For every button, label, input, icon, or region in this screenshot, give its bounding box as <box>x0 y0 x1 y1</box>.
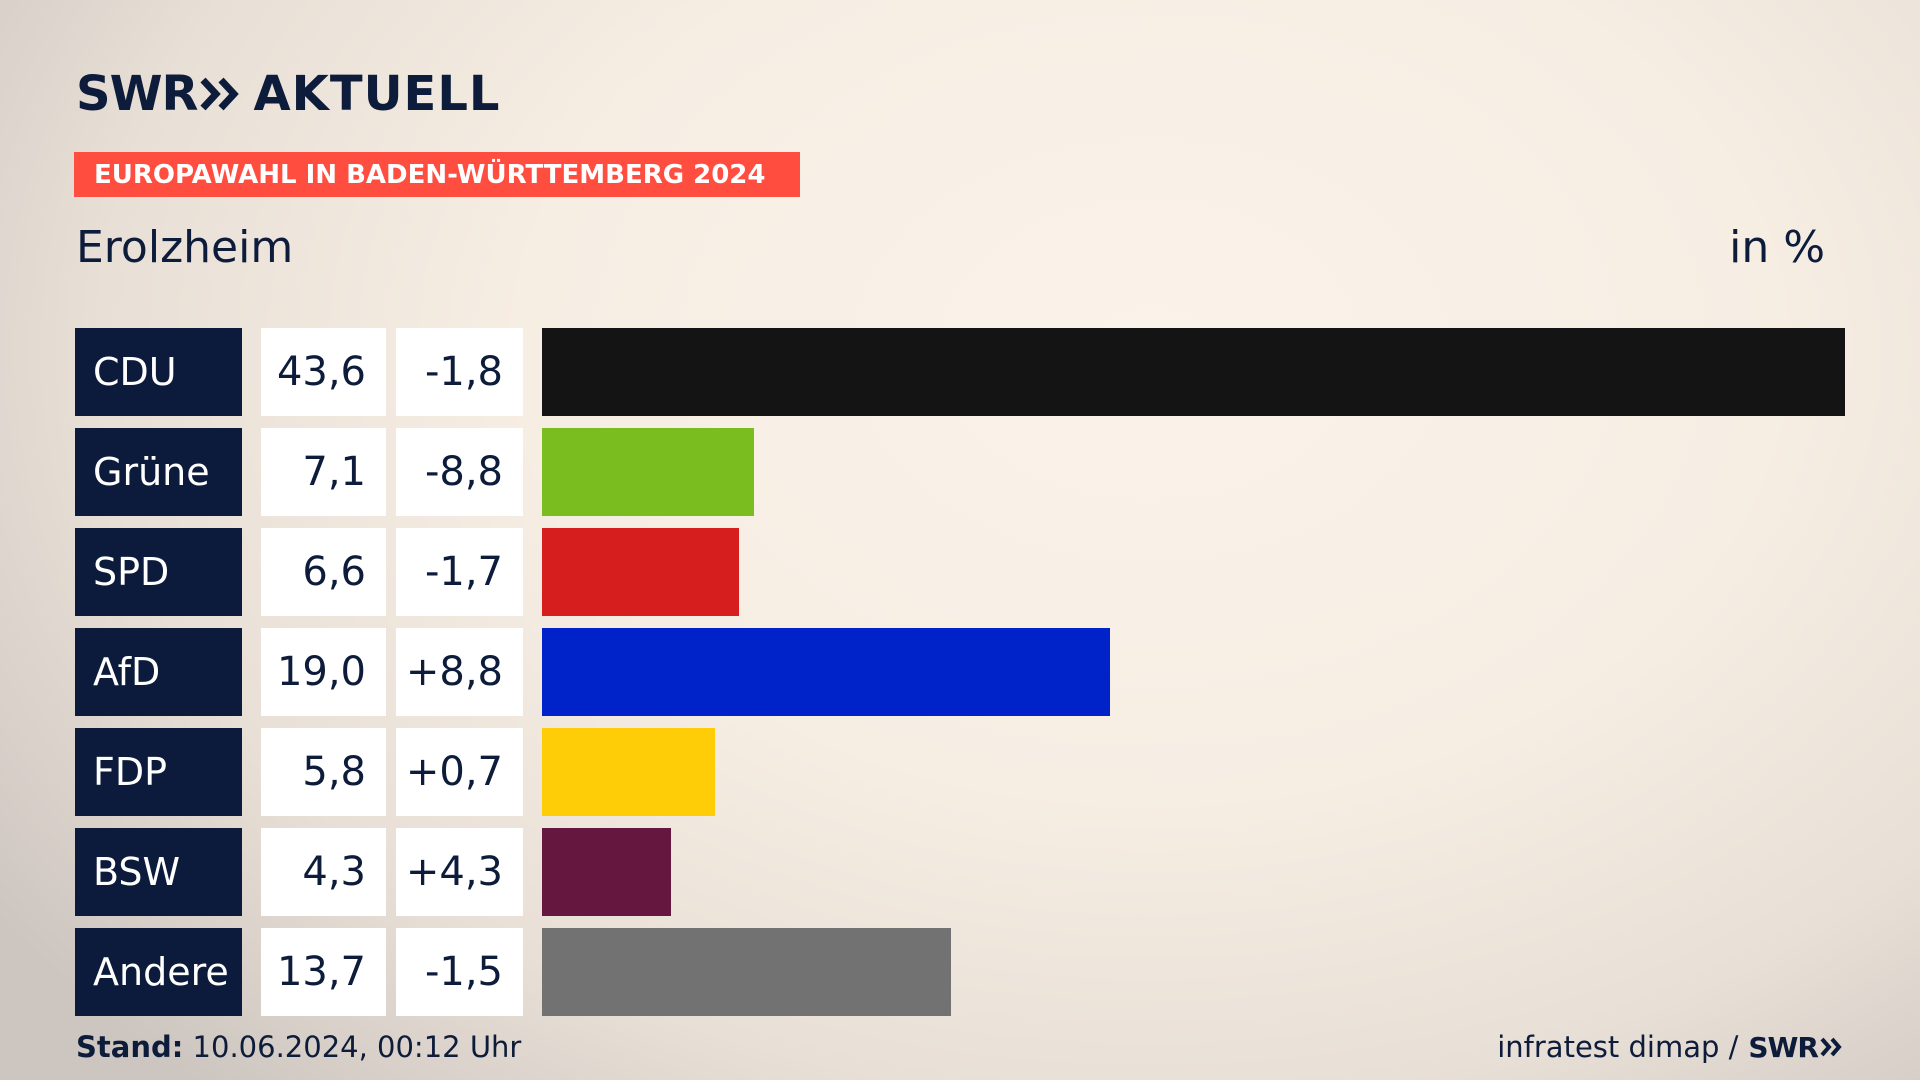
swr-aktuell-logo: SWR AKTUELL <box>76 66 501 122</box>
change-label: -8,8 <box>396 428 523 516</box>
party-label: Andere <box>75 928 242 1016</box>
election-banner: EUROPAWAHL IN BADEN-WÜRTTEMBERG 2024 <box>74 152 800 197</box>
timestamp: Stand: 10.06.2024, 00:12 Uhr <box>76 1030 521 1064</box>
change-label: +0,7 <box>396 728 523 816</box>
change-label: -1,7 <box>396 528 523 616</box>
double-chevron-small-icon <box>1820 1037 1842 1057</box>
vote-share-label: 6,6 <box>261 528 386 616</box>
vote-share-label: 13,7 <box>261 928 386 1016</box>
vote-share-bar <box>542 928 951 1016</box>
unit-label: in % <box>1729 222 1825 273</box>
vote-share-bar <box>542 428 754 516</box>
party-label: AfD <box>75 628 242 716</box>
change-label: -1,8 <box>396 328 523 416</box>
vote-share-label: 5,8 <box>261 728 386 816</box>
vote-share-bar <box>542 328 1845 416</box>
change-label: -1,5 <box>396 928 523 1016</box>
vote-share-bar <box>542 528 739 616</box>
party-label: CDU <box>75 328 242 416</box>
stand-label: Stand: <box>76 1030 184 1064</box>
source-credit: infratest dimap / SWR <box>1497 1030 1844 1064</box>
party-label: SPD <box>75 528 242 616</box>
swr-logo-text: SWR <box>76 66 198 122</box>
party-label: Grüne <box>75 428 242 516</box>
vote-share-bar <box>542 628 1110 716</box>
party-label: FDP <box>75 728 242 816</box>
change-label: +4,3 <box>396 828 523 916</box>
vote-share-bar <box>542 828 671 916</box>
double-chevron-icon <box>200 77 240 111</box>
vote-share-label: 43,6 <box>261 328 386 416</box>
swr-small-logo-text: SWR <box>1748 1030 1819 1064</box>
vote-share-label: 7,1 <box>261 428 386 516</box>
aktuell-logo-text: AKTUELL <box>253 66 501 122</box>
stand-value: 10.06.2024, 00:12 Uhr <box>192 1030 522 1064</box>
vote-share-bar <box>542 728 715 816</box>
source-text: infratest dimap / <box>1497 1030 1739 1064</box>
change-label: +8,8 <box>396 628 523 716</box>
vote-share-label: 19,0 <box>261 628 386 716</box>
region-title: Erolzheim <box>76 222 294 273</box>
vote-share-label: 4,3 <box>261 828 386 916</box>
party-label: BSW <box>75 828 242 916</box>
